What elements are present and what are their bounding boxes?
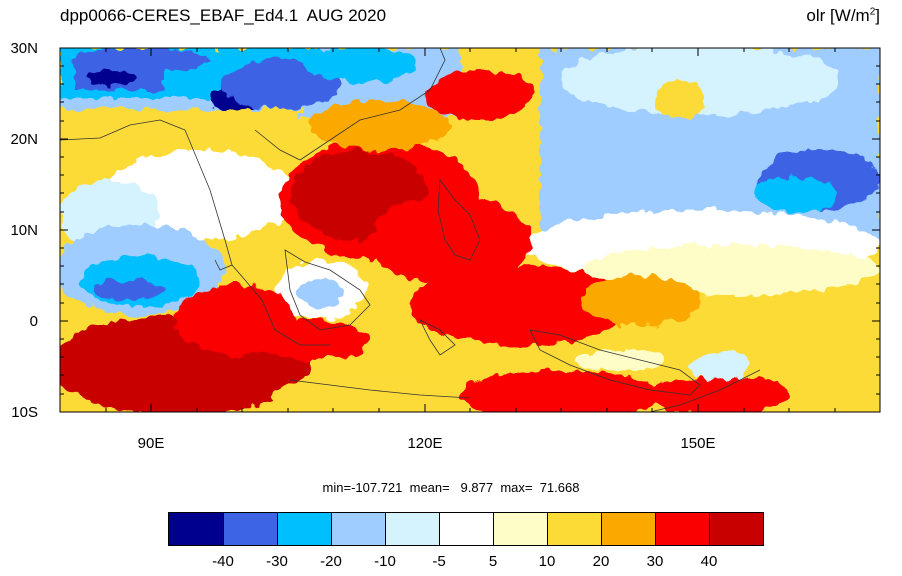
field-pacific-lightblue <box>560 48 840 115</box>
field-pacific-yellow-patch <box>655 80 705 120</box>
bottom-minor-ticks <box>59 408 836 412</box>
lon-label-90e: 90E <box>137 435 165 452</box>
field-band-yellow <box>60 110 300 140</box>
field-aus-north-red <box>460 370 660 412</box>
colorbar-label-7: 20 <box>592 553 610 570</box>
coast-australia <box>649 369 761 412</box>
lat-label-0: 0 <box>29 313 38 330</box>
colorbar-label-2: -20 <box>320 553 342 570</box>
variable-units-label: olr [W/m2] <box>806 6 880 25</box>
coast-sulawesi <box>419 319 456 356</box>
field-png-paleyellow <box>575 350 665 370</box>
colorbar-swatch-3 <box>331 513 385 545</box>
field-bay-core <box>95 280 165 300</box>
coast-java-islands <box>289 379 471 399</box>
coast-philippines <box>437 178 481 261</box>
colorbar-swatch-7 <box>547 513 601 545</box>
colorbar-swatch-8 <box>601 513 655 545</box>
lat-label-10s: 10S <box>11 404 38 421</box>
colorbar-label-6: 10 <box>538 553 556 570</box>
field-nw-navy <box>85 70 135 86</box>
colorbar-swatch-1 <box>223 513 277 545</box>
colorbar-label-1: -30 <box>266 553 288 570</box>
field-taiwan-red <box>425 70 535 120</box>
lat-label-20n: 20N <box>10 131 38 148</box>
lon-label-120e: 120E <box>407 435 443 452</box>
lat-label-30n: 30N <box>10 40 38 57</box>
field-nw-blue <box>70 48 210 72</box>
colorbar-swatch-4 <box>385 513 439 545</box>
field-statistics: min=-107.721 mean= 9.877 max= 71.668 <box>322 480 580 495</box>
colorbar-swatch-0 <box>169 513 223 545</box>
top-minor-ticks <box>59 48 836 52</box>
colorbar-label-0: -40 <box>212 553 234 570</box>
field-coral-red <box>650 375 790 412</box>
field-java-red <box>250 320 370 360</box>
field-png-lightblue <box>690 351 750 379</box>
colorbar-swatch-10 <box>709 513 763 545</box>
lat-label-10n: 10N <box>10 222 38 239</box>
field-borneo-blue <box>298 278 342 306</box>
coastlines <box>60 48 761 412</box>
map-field <box>60 48 880 412</box>
colorbar-label-8: 30 <box>646 553 664 570</box>
right-major-ticks <box>872 47 880 413</box>
colorbar-label-5: 5 <box>488 553 498 570</box>
colorbar-label-3: -10 <box>374 553 396 570</box>
field-newguinea-orange <box>580 275 700 325</box>
right-minor-ticks <box>876 65 880 395</box>
field-south-yellow <box>270 375 450 412</box>
colorbar-swatch-6 <box>493 513 547 545</box>
colorbar-swatch-5 <box>439 513 493 545</box>
field-maritime-red <box>410 265 630 345</box>
left-minor-ticks <box>60 65 64 395</box>
left-major-ticks <box>60 47 68 413</box>
colorbar <box>168 512 764 546</box>
tick-marks <box>59 47 880 413</box>
coast-newguinea <box>529 329 701 396</box>
colorbar-swatch-9 <box>655 513 709 545</box>
coast-borneo <box>284 249 371 331</box>
field-philippines-red <box>370 195 530 285</box>
coast-malay <box>231 264 330 346</box>
colorbar-swatch-2 <box>277 513 331 545</box>
field-south-china-orange <box>310 100 450 150</box>
lon-label-150e: 150E <box>680 435 716 452</box>
field-china-cyan <box>305 48 415 83</box>
lon-major-ticks <box>150 48 699 412</box>
coast-india <box>60 119 233 271</box>
colorbar-label-4: -5 <box>432 553 446 570</box>
colorbar-label-9: 40 <box>700 553 718 570</box>
map-title: dpp0066-CERES_EBAF_Ed4.1 AUG 2020 <box>60 6 387 25</box>
field-east-cyan <box>755 177 835 213</box>
field-burma-blue <box>220 60 340 110</box>
coast-china <box>254 48 446 161</box>
